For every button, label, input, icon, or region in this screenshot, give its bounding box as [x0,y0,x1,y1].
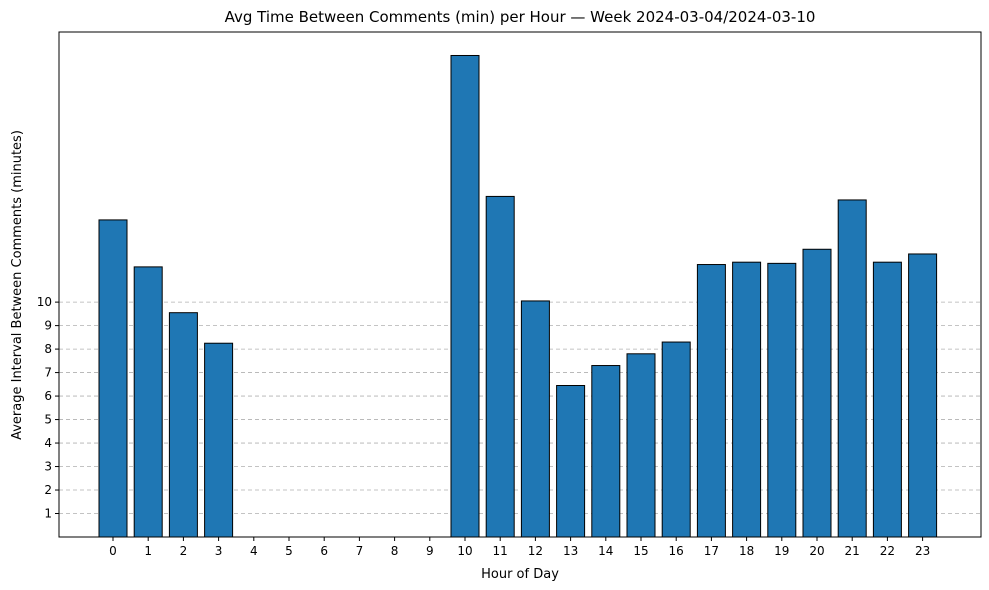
bar-hour-16 [661,341,691,538]
bar-hour-3 [204,342,234,538]
y-tick-label: 3 [44,460,52,474]
y-tick-label: 6 [44,389,52,403]
x-tick-label: 23 [915,544,930,558]
x-tick-label: 11 [493,544,508,558]
y-tick-label: 9 [44,319,52,333]
bar-hour-22 [872,261,902,538]
x-tick-label: 21 [845,544,860,558]
x-tick-label: 3 [215,544,223,558]
x-tick-label: 2 [180,544,188,558]
y-tick-label: 1 [44,507,52,521]
bar-hour-23 [908,253,938,538]
x-tick-label: 6 [320,544,328,558]
bar-hour-2 [168,312,198,538]
y-axis-ticks: 1 2 3 4 5 6 7 8 9 10 [37,295,59,521]
x-tick-label: 5 [285,544,293,558]
x-tick-label: 12 [528,544,543,558]
y-tick-label: 10 [37,295,52,309]
x-tick-label: 17 [704,544,719,558]
x-tick-label: 1 [144,544,152,558]
x-tick-label: 16 [669,544,684,558]
y-axis-label: Average Interval Between Comments (minut… [10,130,25,440]
x-tick-label: 0 [109,544,117,558]
bar-hour-18 [732,261,762,538]
x-tick-label: 20 [809,544,824,558]
x-axis-ticks: 0 1 2 3 4 5 6 7 8 9 10 11 12 13 14 15 16 17 18 19 20 21 22 23 [109,537,930,558]
bars [98,54,938,538]
bar-hour-11 [485,195,515,538]
y-tick-label: 8 [44,342,52,356]
bar-hour-15 [626,353,656,538]
x-tick-label: 4 [250,544,258,558]
x-tick-label: 22 [880,544,895,558]
y-tick-label: 7 [44,366,52,380]
x-tick-label: 8 [391,544,399,558]
bar-hour-20 [802,248,832,538]
bar-hour-10 [450,54,480,538]
bar-hour-19 [767,262,797,538]
y-tick-label: 5 [44,413,52,427]
y-tick-label: 4 [44,436,52,450]
y-tick-label: 2 [44,483,52,497]
bar-hour-17 [696,264,726,538]
plot-frame [58,31,982,538]
x-tick-label: 19 [774,544,789,558]
x-axis-label: Hour of Day [481,567,559,582]
bar-hour-1 [133,266,163,538]
bar-hour-12 [520,300,550,538]
bar-hour-13 [556,385,586,538]
x-tick-label: 13 [563,544,578,558]
x-tick-label: 15 [633,544,648,558]
bar-hour-0 [98,219,128,538]
bar-hour-14 [591,365,621,538]
x-tick-label: 14 [598,544,613,558]
x-tick-label: 7 [356,544,364,558]
bar-hour-21 [837,199,867,538]
x-tick-label: 10 [457,544,472,558]
chart-title: Avg Time Between Comments (min) per Hour… [225,8,816,26]
x-tick-label: 18 [739,544,754,558]
x-tick-label: 9 [426,544,434,558]
